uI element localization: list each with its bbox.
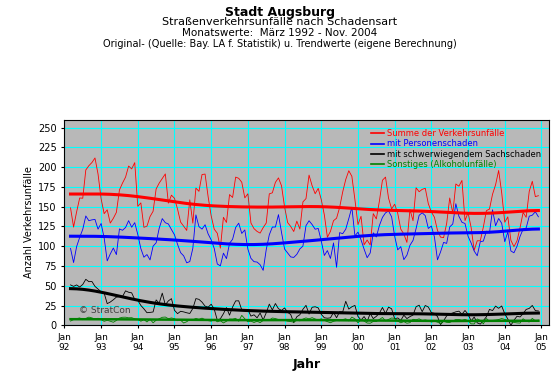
X-axis label: Jahr: Jahr bbox=[292, 358, 321, 371]
Text: Monatswerte:  März 1992 - Nov. 2004: Monatswerte: März 1992 - Nov. 2004 bbox=[183, 28, 377, 38]
Legend: Summe der Verkehrsunfälle, mit Personenschaden, mit schwerwiegendem Sachschaden,: Summe der Verkehrsunfälle, mit Personens… bbox=[368, 126, 545, 172]
Text: Straßenverkehrsunfälle nach Schadensart: Straßenverkehrsunfälle nach Schadensart bbox=[162, 17, 398, 27]
Text: © StratCon: © StratCon bbox=[79, 306, 130, 315]
Text: Original- (Quelle: Bay. LA f. Statistik) u. Trendwerte (eigene Berechnung): Original- (Quelle: Bay. LA f. Statistik)… bbox=[103, 39, 457, 49]
Text: Stadt Augsburg: Stadt Augsburg bbox=[225, 6, 335, 19]
Y-axis label: Anzahl Verkehrsunfälle: Anzahl Verkehrsunfälle bbox=[24, 166, 34, 279]
